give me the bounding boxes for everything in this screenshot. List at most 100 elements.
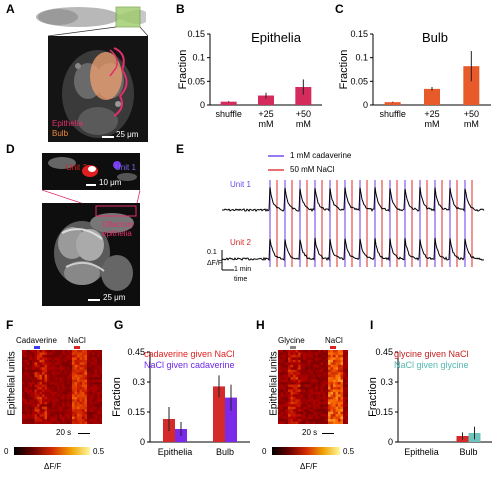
heatmap-cell [325,377,329,381]
heatmap-cell [328,369,331,373]
heatmap-cell [343,362,346,366]
scale-label-d-bottom: 25 μm [103,293,126,302]
heatmap-cell [345,409,348,413]
heatmap-cell [325,372,329,376]
heatmap-cell [335,382,339,386]
heatmap-cell [300,404,304,408]
heatmap-cell [24,419,28,423]
heatmap-cell [305,396,309,400]
heatmap-cell [29,382,33,386]
heatmap-cell [37,364,40,368]
heatmap-cell [72,367,75,371]
heatmap-cell [59,404,63,408]
heatmap-cell [340,411,344,415]
heatmap-cell [310,399,314,403]
heatmap-cell [320,416,324,420]
heatmap-cell [308,359,311,363]
heatmap-cell [57,414,60,418]
heatmap-cell [323,416,326,420]
heatmap-cell [92,401,95,405]
heatmap-cell [343,391,346,395]
heatmap-cell [320,382,324,386]
heatmap-cell [330,396,334,400]
heatmap-cell [328,404,331,408]
heatmap-cell [303,387,306,390]
heatmap-cell [300,364,304,368]
heatmap-cell [285,416,289,420]
heatmap-cell [343,350,346,353]
heatmap-cell [308,419,311,423]
heatmap-cell [82,419,85,423]
heatmap-cell [34,419,38,423]
heatmap-cell [318,350,321,353]
heatmap-cell [338,379,341,383]
heatmap-cell [74,416,78,420]
heatmap-cell [305,364,309,368]
heatmap-cell [84,379,88,383]
heatmap-cell [278,396,281,400]
heatmap-cell [295,352,299,356]
heatmap-cell [338,387,341,390]
heatmap-cell [99,372,102,376]
heatmap-cell [82,421,85,424]
heatmap-cell [52,377,55,381]
heatmap-cell [283,401,286,405]
heatmap-cell [67,409,70,413]
heatmap-cell [82,384,85,388]
heatmap-cell [64,399,68,403]
heatmap-cell [22,404,25,408]
heatmap-cell [37,421,40,424]
heatmap-cell [288,389,291,393]
heatmap-cell [323,357,326,361]
heatmap-cell [72,354,75,358]
heatmap-cell [338,401,341,405]
heatmap-cell [333,384,336,388]
heatmap-cell [323,377,326,381]
heatmap-cell [328,377,331,381]
heatmap-cell [84,359,88,363]
heatmap-cell [325,362,329,366]
chart-title: Epithelia [251,30,302,45]
heatmap-cell [330,352,334,356]
heatmap-cell [49,354,53,358]
heatmap-cell [308,421,311,424]
heatmap-cell [59,362,63,366]
heatmap-cell [325,387,329,390]
heatmap-cell [335,419,339,423]
heatmap-cell [325,354,329,358]
heatmap-cell [87,387,90,390]
heatmap-cell [67,411,70,415]
heatmap-cell [343,357,346,361]
heatmap-cell [305,404,309,408]
heatmap-cell [315,362,319,366]
heatmap-cell [92,409,95,413]
heatmap-cell [99,379,102,383]
heatmap-cell [97,391,100,395]
heatmap-cell [62,362,65,366]
heatmap-cell [313,396,316,400]
heatmap-cell [280,374,284,378]
heatmap-cell [64,377,68,381]
heatmap-cell [94,411,98,415]
heatmap-cell [54,367,58,371]
heatmap-cell [27,389,30,393]
heatmap-cell [62,367,65,371]
heatmap-cell [335,399,339,403]
heatmap-cell [72,391,75,395]
heatmap-cell [49,396,53,400]
heatmap-cell [92,387,95,390]
y-tick-label: 0.45 [127,347,145,357]
heatmap-cell [293,362,296,366]
heatmap-cell [69,414,73,418]
heatmap-cell [338,411,341,415]
heatmap-cell [27,382,30,386]
heatmap-cell [64,384,68,388]
heatmap-cell [69,411,73,415]
heatmap-cell [300,389,304,393]
heatmap-cell [22,394,25,398]
heatmap-cell [49,399,53,403]
heatmap-cell [29,372,33,376]
heatmap-cell [335,409,339,413]
heatmap-cell [328,387,331,390]
heatmap-cell [22,379,25,383]
